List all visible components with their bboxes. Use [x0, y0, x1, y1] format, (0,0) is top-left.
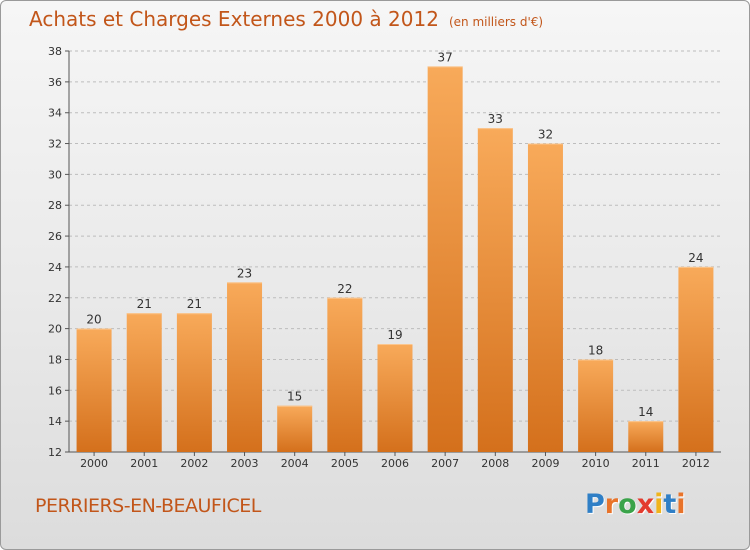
- x-tick-label: 2008: [481, 457, 509, 470]
- bar: [527, 143, 563, 453]
- bar: [628, 421, 664, 452]
- bar: [327, 297, 363, 452]
- chart-subtitle: (en milliers d'€): [448, 15, 544, 29]
- data-label: 32: [538, 128, 553, 142]
- bar: [227, 282, 263, 452]
- bar: [277, 405, 313, 452]
- x-tick-label: 2010: [582, 457, 610, 470]
- data-label: 23: [237, 266, 252, 280]
- data-label: 37: [438, 50, 453, 64]
- bar: [427, 66, 463, 452]
- y-tick-label: 32: [48, 138, 62, 151]
- bar: [377, 344, 413, 452]
- bar: [176, 313, 212, 452]
- proxiti-logo: Proxiti: [585, 489, 686, 520]
- y-tick-label: 20: [48, 323, 62, 336]
- bars: [76, 66, 714, 453]
- place-name: PERRIERS-EN-BEAUFICEL: [35, 495, 261, 517]
- y-tick-label: 18: [48, 353, 62, 366]
- x-tick-label: 2001: [130, 457, 158, 470]
- logo-letter: o: [618, 489, 637, 520]
- y-tick-label: 36: [48, 76, 62, 89]
- logo-letter: r: [604, 489, 619, 520]
- x-tick-label: 2000: [80, 457, 108, 470]
- data-label: 15: [287, 390, 302, 404]
- data-label: 22: [337, 282, 352, 296]
- data-label: 20: [86, 313, 101, 327]
- y-tick-label: 14: [48, 415, 62, 428]
- x-tick-label: 2005: [331, 457, 359, 470]
- x-tick-label: 2004: [281, 457, 309, 470]
- y-tick-label: 30: [48, 168, 62, 181]
- data-label: 21: [187, 297, 202, 311]
- logo-letter: i: [676, 489, 686, 520]
- data-label: 21: [137, 297, 152, 311]
- y-tick-label: 26: [48, 230, 62, 243]
- y-tick-label: 34: [48, 107, 62, 120]
- x-tick-label: 2002: [180, 457, 208, 470]
- data-label: 18: [588, 343, 603, 357]
- data-label: 14: [638, 405, 653, 419]
- y-tick-label: 24: [48, 261, 62, 274]
- y-tick-label: 12: [48, 446, 62, 459]
- chart-title: Achats et Charges Externes 2000 à 2012: [29, 7, 439, 31]
- x-tick-label: 2012: [682, 457, 710, 470]
- bar: [477, 128, 513, 452]
- bar: [578, 359, 614, 452]
- labels: 12 14 16 18 20 22 24 26 28 30 32 34 36 38 20 2000 21 2001…: [48, 45, 710, 470]
- x-tick-label: 2011: [632, 457, 660, 470]
- data-label: 24: [688, 251, 703, 265]
- logo-letter: i: [654, 489, 664, 520]
- data-label: 33: [488, 112, 503, 126]
- y-tick-label: 16: [48, 384, 62, 397]
- x-tick-label: 2009: [531, 457, 559, 470]
- bar: [126, 313, 162, 452]
- y-tick-label: 38: [48, 45, 62, 58]
- title-row: Achats et Charges Externes 2000 à 2012 (e…: [29, 7, 543, 31]
- bar: [76, 328, 112, 452]
- y-tick-label: 22: [48, 292, 62, 305]
- x-tick-label: 2007: [431, 457, 459, 470]
- logo-letter: P: [585, 489, 605, 520]
- logo-letter: t: [663, 489, 677, 520]
- y-tick-label: 28: [48, 199, 62, 212]
- logo-letter: x: [636, 489, 655, 520]
- data-label: 19: [387, 328, 402, 342]
- x-tick-label: 2006: [381, 457, 409, 470]
- x-tick-label: 2003: [231, 457, 259, 470]
- bar: [678, 266, 714, 452]
